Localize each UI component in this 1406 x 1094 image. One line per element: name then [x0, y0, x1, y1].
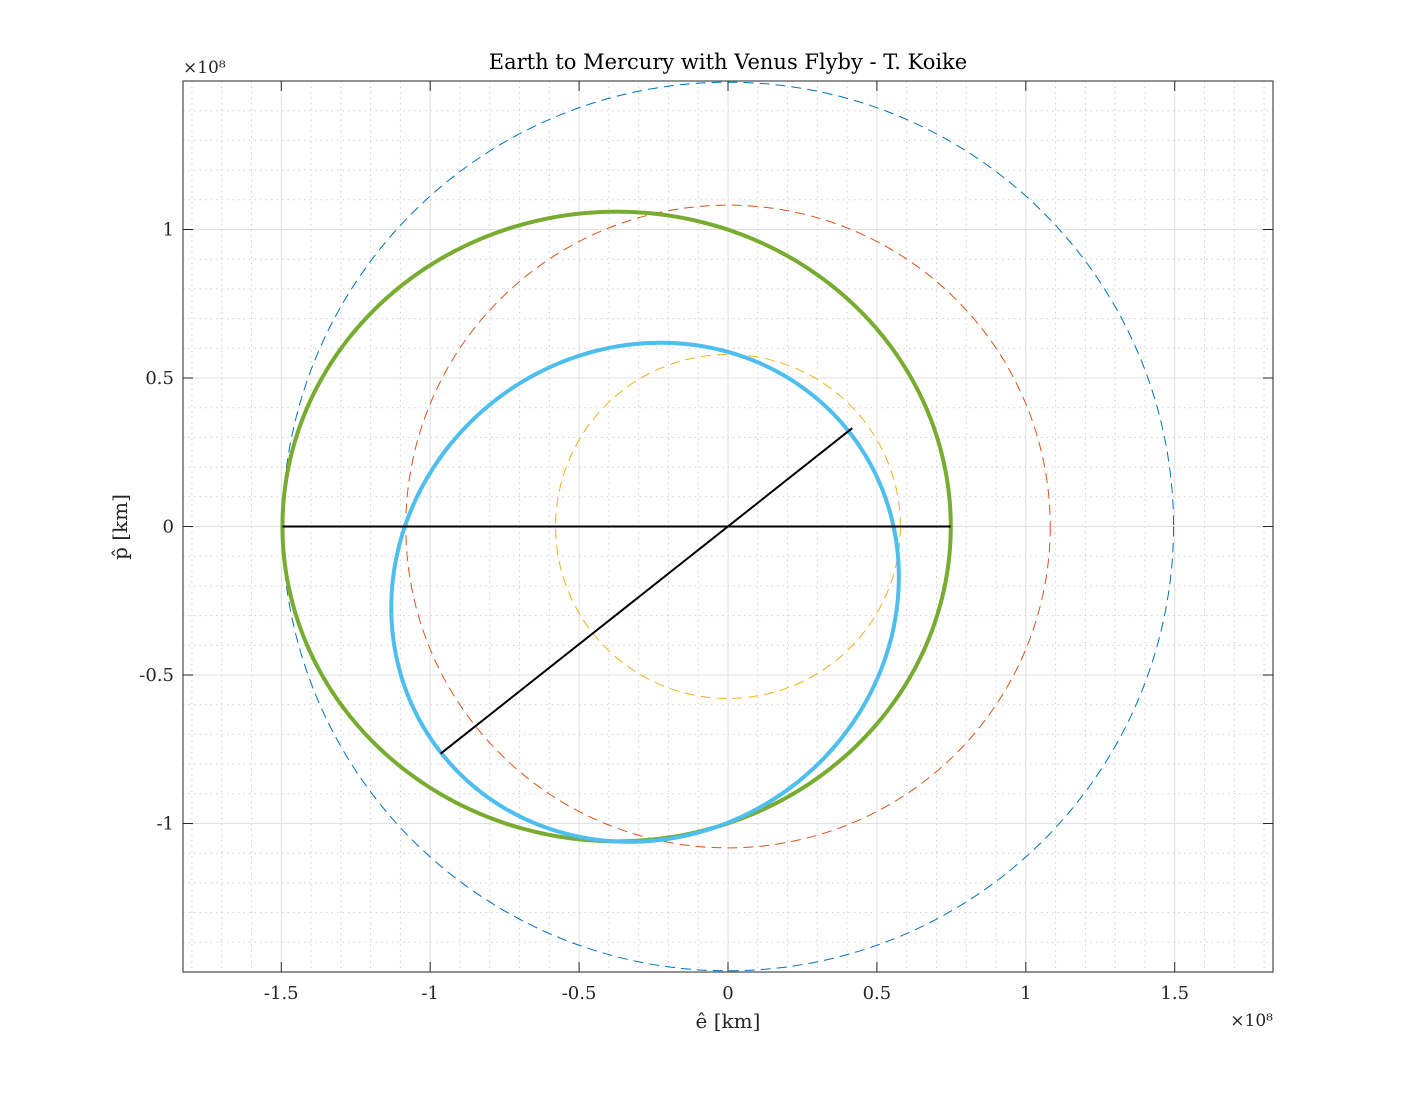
- tick-marks: [183, 81, 1273, 972]
- chart-title: Earth to Mercury with Venus Flyby - T. K…: [489, 50, 967, 74]
- x-tick-labels: -1.5 -1 -0.5 0 0.5 1 1.5: [264, 983, 1189, 1004]
- x-tick-label: -1.5: [264, 983, 299, 1004]
- y-tick-label: 1: [163, 220, 174, 241]
- x-tick-label: 0.5: [863, 983, 892, 1004]
- x-exponent-label: ×10⁸: [1230, 1011, 1273, 1031]
- y-tick-label: 0: [163, 517, 174, 538]
- x-tick-label: -0.5: [562, 983, 597, 1004]
- apsis-line-7: [439, 427, 853, 755]
- y-axis-label: p̂ [km]: [108, 494, 132, 560]
- y-tick-label: 0.5: [145, 368, 174, 389]
- y-tick-labels: -1 -0.5 0 0.5 1: [139, 220, 174, 835]
- x-tick-label: 0: [722, 983, 733, 1004]
- x-tick-label: 1.5: [1160, 983, 1189, 1004]
- x-axis-label: ê [km]: [696, 1009, 761, 1033]
- x-tick-label: -1: [421, 983, 439, 1004]
- x-tick-label: 1: [1020, 983, 1031, 1004]
- y-tick-label: -0.5: [139, 665, 174, 686]
- y-exponent-label: ×10⁸: [183, 58, 226, 78]
- y-tick-label: -1: [156, 814, 174, 835]
